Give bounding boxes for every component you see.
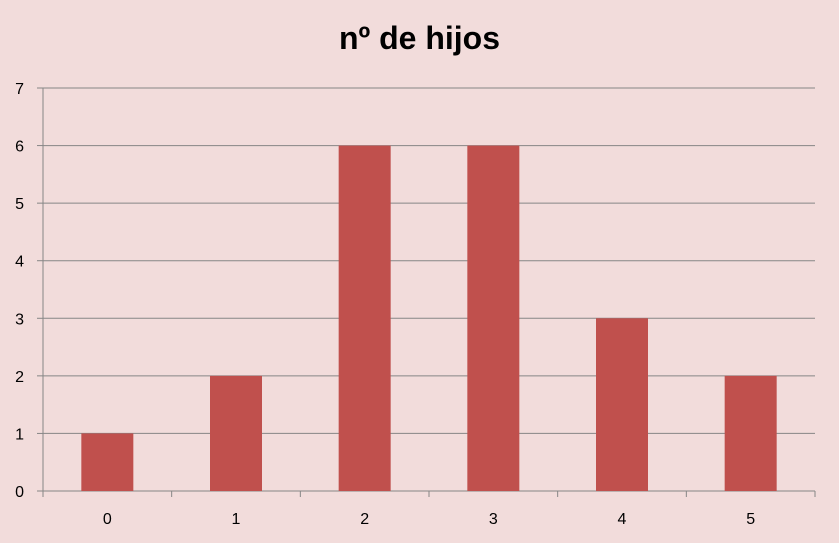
- bar: [338, 145, 391, 492]
- bar: [724, 375, 777, 491]
- y-tick-label: 0: [15, 484, 24, 501]
- x-tick-label: 4: [618, 511, 627, 528]
- x-tick-label: 3: [489, 511, 498, 528]
- x-tick-label: 0: [103, 511, 112, 528]
- bar: [81, 433, 134, 491]
- y-tick-label: 4: [15, 254, 24, 271]
- y-tick-label: 1: [15, 426, 24, 443]
- bar: [467, 145, 520, 492]
- y-tick-label: 5: [15, 196, 24, 213]
- chart-title: nº de hijos: [338, 20, 501, 56]
- x-tick-label: 5: [746, 511, 755, 528]
- y-tick-label: 2: [15, 369, 24, 386]
- x-tick-label: 2: [360, 511, 369, 528]
- y-tick-label: 7: [15, 81, 24, 98]
- bar: [210, 375, 262, 491]
- bar: [596, 318, 648, 491]
- y-tick-label: 3: [15, 311, 24, 328]
- y-tick-label: 6: [15, 139, 24, 156]
- x-tick-label: 1: [232, 511, 241, 528]
